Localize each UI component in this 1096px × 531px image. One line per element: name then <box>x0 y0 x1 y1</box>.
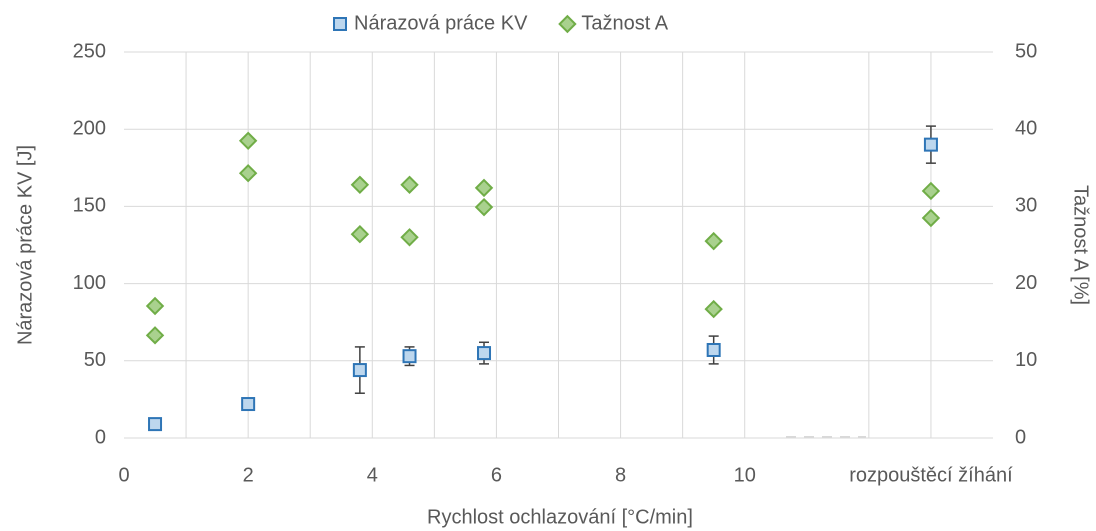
legend-label: Nárazová práce KV <box>354 12 528 34</box>
point <box>400 228 419 247</box>
y2-tick-label: 30 <box>1015 195 1037 217</box>
x-tick-label: 4 <box>367 464 378 486</box>
y-tick-label: 250 <box>73 40 106 62</box>
point <box>238 131 258 150</box>
y-tick-label: 50 <box>84 349 106 371</box>
y-tick-label: 0 <box>95 426 106 448</box>
x-tick-label: 10 <box>734 464 756 486</box>
y2-tick-label: 10 <box>1015 349 1037 371</box>
x-axis-label: Rychlost ochlazování [°C/min] <box>427 506 693 528</box>
legend-marker <box>558 14 577 34</box>
y2-tick-label: 40 <box>1015 117 1037 139</box>
point <box>350 224 370 244</box>
legend-marker <box>333 17 347 31</box>
point <box>145 326 165 345</box>
x-tick-label: rozpouštěcí žíhání <box>849 464 1013 486</box>
point <box>352 363 367 378</box>
point <box>241 397 256 412</box>
point <box>474 178 494 198</box>
y2-tick-label: 0 <box>1015 426 1026 448</box>
x-tick-label: 2 <box>243 464 254 486</box>
point <box>921 208 941 228</box>
point <box>477 346 492 361</box>
y-axis-label: Nárazová práce KV [J] <box>14 145 36 345</box>
point <box>350 175 370 194</box>
point <box>921 181 941 201</box>
point <box>400 175 419 194</box>
point <box>474 197 494 217</box>
x-tick-label: 6 <box>491 464 502 486</box>
point <box>704 231 723 251</box>
x-tick-label: 8 <box>615 464 626 486</box>
point <box>402 349 417 364</box>
point <box>706 342 721 357</box>
point <box>145 296 165 316</box>
y-tick-label: 200 <box>73 117 106 139</box>
y-tick-label: 150 <box>73 195 106 217</box>
x-tick-label: 0 <box>118 464 129 486</box>
point <box>238 163 258 183</box>
legend-label: Tažnost A <box>581 12 668 34</box>
y2-tick-label: 50 <box>1015 40 1037 62</box>
y2-tick-label: 20 <box>1015 272 1037 294</box>
point <box>923 137 938 152</box>
y-tick-label: 100 <box>73 272 106 294</box>
point <box>704 299 723 319</box>
y2-axis-label: Tažnost A [%] <box>1070 185 1092 305</box>
point <box>148 417 163 432</box>
